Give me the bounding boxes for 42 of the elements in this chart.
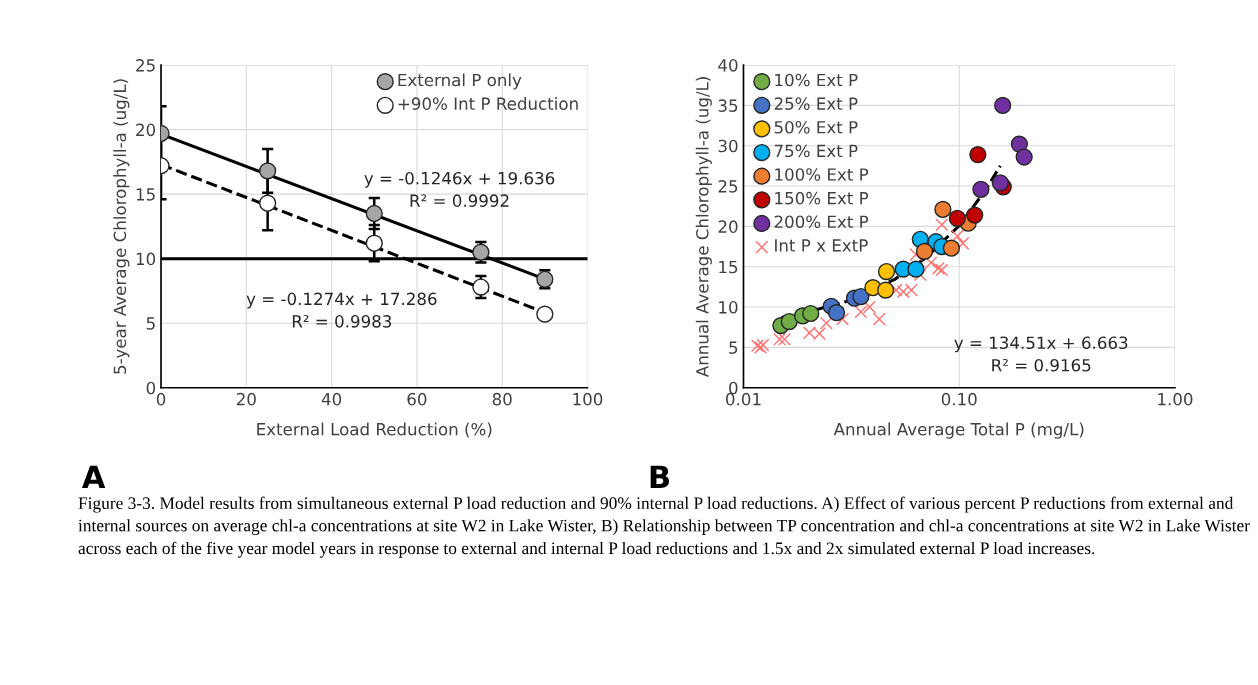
x-tick-label: 1.00 bbox=[1158, 392, 1193, 406]
legend-label: Int P x ExtP bbox=[775, 239, 868, 252]
y-tick-label: 10 bbox=[136, 252, 156, 266]
x-tick-label: 60 bbox=[407, 392, 427, 406]
text: A bbox=[81, 465, 106, 488]
legend-label: 25% Ext P bbox=[774, 97, 858, 110]
y-tick-label: 25 bbox=[718, 180, 738, 193]
legend-label: External P only bbox=[398, 73, 522, 90]
y-tick-label: 40 bbox=[718, 59, 738, 72]
y-tick-label: 5 bbox=[146, 317, 155, 330]
x-axis-title: Annual Average Total P (mg/L) bbox=[833, 422, 1084, 439]
y-tick-label: 35 bbox=[718, 99, 738, 112]
y-tick-label: 25 bbox=[136, 59, 155, 72]
caption: Figure 3-3. Model results from simultaneous external P load reduction and 90% internal P load reductions. A) Effect of various percent P reductions from external and internal sources on average chl-a concentrations at site W2 in Lake Wister, B) Relationship between TP concentration and chl-a concentrations at site W2 in Lake Wister across each of the five year model years in response to external and internal P load reductions and 1.5x and 2x simulated external P load increases. bbox=[78, 496, 1250, 558]
y-tick-label: 5 bbox=[729, 341, 738, 354]
y-tick-label: 30 bbox=[718, 139, 738, 153]
legend-label: 100% Ext P bbox=[775, 168, 869, 181]
legend-label: 200% Ext P bbox=[774, 215, 869, 229]
x-tick-label: 20 bbox=[236, 392, 256, 406]
y-tick-label: 20 bbox=[718, 220, 738, 233]
x-tick-label: 0.10 bbox=[941, 392, 977, 406]
y-axis-title: Annual Average Chlorophyll-a (ug/L) bbox=[695, 77, 712, 378]
y-tick-label: 15 bbox=[719, 260, 738, 274]
y-tick-label: 15 bbox=[136, 188, 155, 201]
x-tick-label: 80 bbox=[492, 392, 512, 406]
y-tick-label: 10 bbox=[719, 301, 738, 314]
x-tick-label: 40 bbox=[321, 392, 342, 406]
x-tick-label: 100 bbox=[573, 392, 603, 406]
legend-label: 10% Ext P bbox=[775, 73, 858, 87]
legend-label: 75% Ext P bbox=[774, 144, 858, 158]
y-tick-label: 0 bbox=[146, 381, 156, 395]
y-tick-label: 20 bbox=[136, 123, 156, 137]
y-axis-title: 5-year Average Chlorophyll-a (ug/L) bbox=[113, 79, 130, 374]
annotation: y = -0.1274x + 17.286 R² = 0.9983 bbox=[246, 292, 437, 328]
annotation: y = 134.51x + 6.663 R² = 0.9165 bbox=[954, 336, 1128, 372]
legend-label: +90% Int P Reduction bbox=[398, 97, 578, 110]
x-axis-title: External Load Reduction (%) bbox=[257, 422, 492, 438]
legend-label: 150% Ext P bbox=[775, 191, 869, 205]
legend-label: 50% Ext P bbox=[774, 120, 858, 134]
text: B bbox=[650, 465, 670, 488]
annotation: y = -0.1246x + 19.636 R² = 0.9992 bbox=[364, 171, 555, 207]
x-tick-label: 0 bbox=[156, 392, 166, 406]
